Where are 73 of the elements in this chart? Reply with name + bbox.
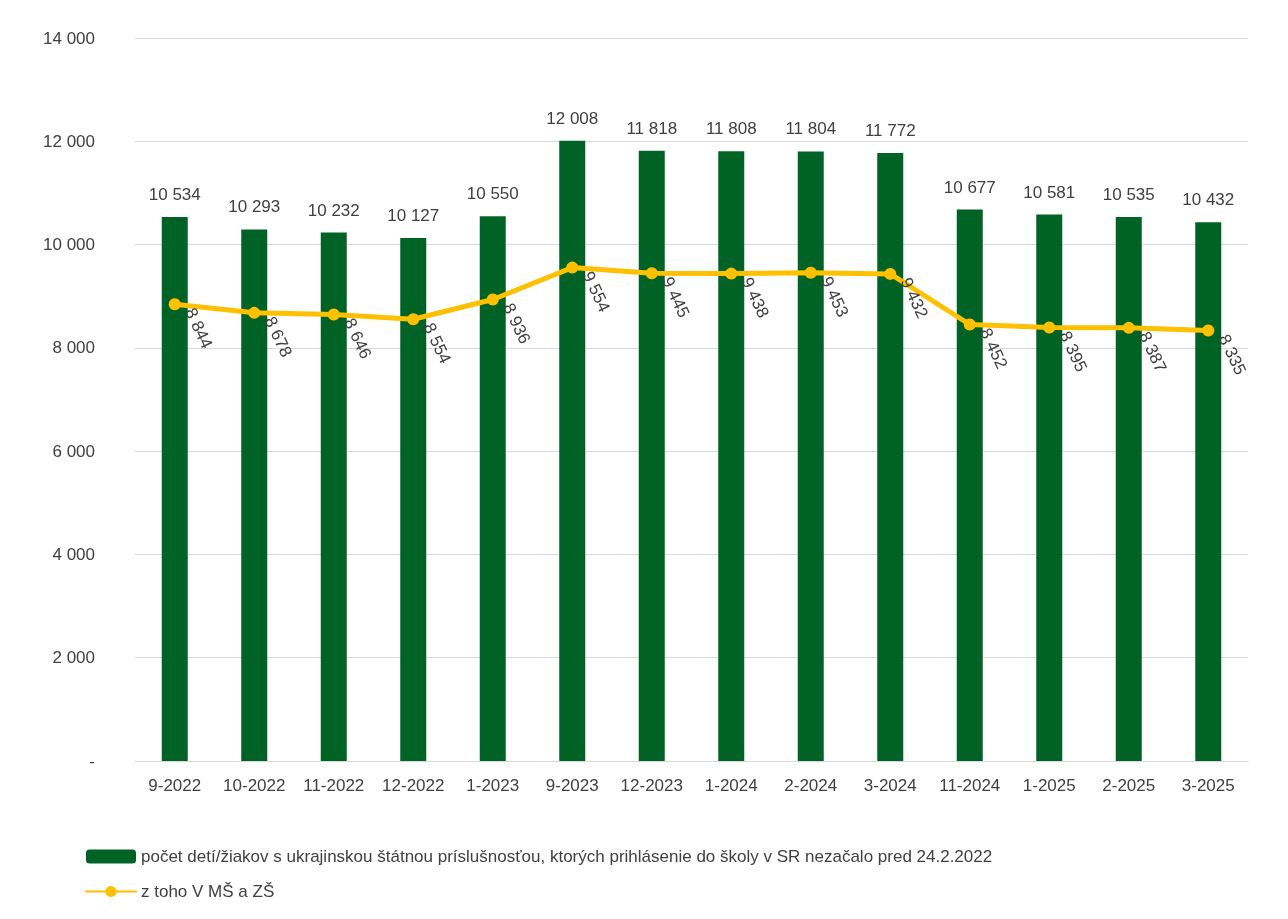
x-tick-label: 10-2022	[223, 776, 286, 795]
legend-label: z toho V MŠ a ZŠ	[141, 882, 275, 901]
data-label: 12 008	[546, 108, 599, 128]
bar	[797, 151, 824, 761]
point	[884, 267, 897, 280]
point	[1122, 321, 1135, 334]
bar	[161, 216, 188, 761]
point	[327, 308, 340, 321]
x-tick-label: 12-2022	[382, 776, 445, 795]
data-label: 11 808	[705, 119, 757, 139]
point	[804, 266, 817, 279]
point	[1202, 324, 1215, 337]
x-tick-label: 11-2024	[939, 776, 1001, 795]
bar	[479, 216, 506, 761]
data-label: 9 438	[737, 274, 773, 321]
bar	[1115, 216, 1142, 761]
data-label: 11 772	[864, 121, 916, 141]
point	[407, 313, 420, 326]
y-tick-label: 2 000	[52, 648, 95, 668]
y-tick-label: 14 000	[43, 28, 95, 48]
data-label: 9 445	[658, 273, 694, 321]
data-label: 10 232	[307, 200, 360, 220]
y-tick-label: 4 000	[52, 544, 95, 564]
y-tick-label: 6 000	[52, 441, 95, 461]
point	[645, 267, 658, 280]
data-label: 9 453	[817, 273, 853, 321]
legend-label: počet detí/žiakov s ukrajinskou štátnou príslušnosťou, ktorých prihlásenie do školy v SR nezačalo pred 24.2.2022	[141, 847, 993, 866]
data-label: 9 432	[896, 274, 932, 322]
x-tick-label: 2-2024	[784, 776, 838, 795]
y-tick-label: -	[89, 751, 95, 771]
data-label: 8 387	[1135, 328, 1171, 376]
y-tick-label: 12 000	[43, 131, 95, 151]
y-tick-label: 8 000	[52, 338, 95, 358]
bar	[320, 232, 347, 761]
x-tick-label: 9-2022	[148, 776, 202, 795]
data-label: 8 452	[976, 325, 1012, 372]
x-tick-label: 12-2023	[620, 776, 683, 795]
x-tick-label: 11-2022	[303, 776, 365, 795]
x-tick-label: 3-2025	[1181, 776, 1235, 795]
point	[963, 318, 976, 331]
data-label: 10 534	[148, 184, 201, 204]
bar	[956, 209, 983, 761]
point	[1043, 321, 1056, 334]
x-tick-label: 3-2024	[863, 776, 917, 795]
data-label: 11 818	[626, 118, 678, 138]
data-label: 10 293	[228, 197, 281, 217]
data-label: 10 535	[1102, 184, 1155, 204]
x-tick-label: 1-2023	[466, 776, 520, 795]
point	[725, 267, 738, 280]
data-label: 11 804	[785, 119, 837, 139]
data-label: 8 554	[419, 319, 455, 367]
data-label: 8 936	[499, 300, 535, 347]
data-label: 8 395	[1055, 328, 1091, 375]
point	[168, 298, 181, 311]
data-label: 8 678	[260, 313, 296, 361]
y-tick-label: 10 000	[43, 235, 95, 255]
data-label: 8 844	[181, 304, 217, 352]
bar	[638, 150, 665, 761]
x-tick-label: 1-2025	[1022, 776, 1076, 795]
data-label: 10 677	[943, 177, 996, 197]
data-label: 9 554	[578, 268, 614, 315]
data-label: 10 550	[466, 184, 519, 204]
point	[566, 261, 579, 274]
data-label: 8 335	[1214, 331, 1250, 378]
data-label: 10 127	[387, 206, 440, 226]
point	[486, 293, 499, 306]
data-label: 10 581	[1023, 182, 1076, 202]
x-tick-label: 9-2023	[545, 776, 599, 795]
data-label: 8 646	[340, 315, 376, 362]
data-label: 10 432	[1182, 190, 1235, 210]
x-tick-label: 2-2025	[1102, 776, 1156, 795]
x-tick-label: 1-2024	[704, 776, 758, 795]
point	[248, 306, 261, 319]
